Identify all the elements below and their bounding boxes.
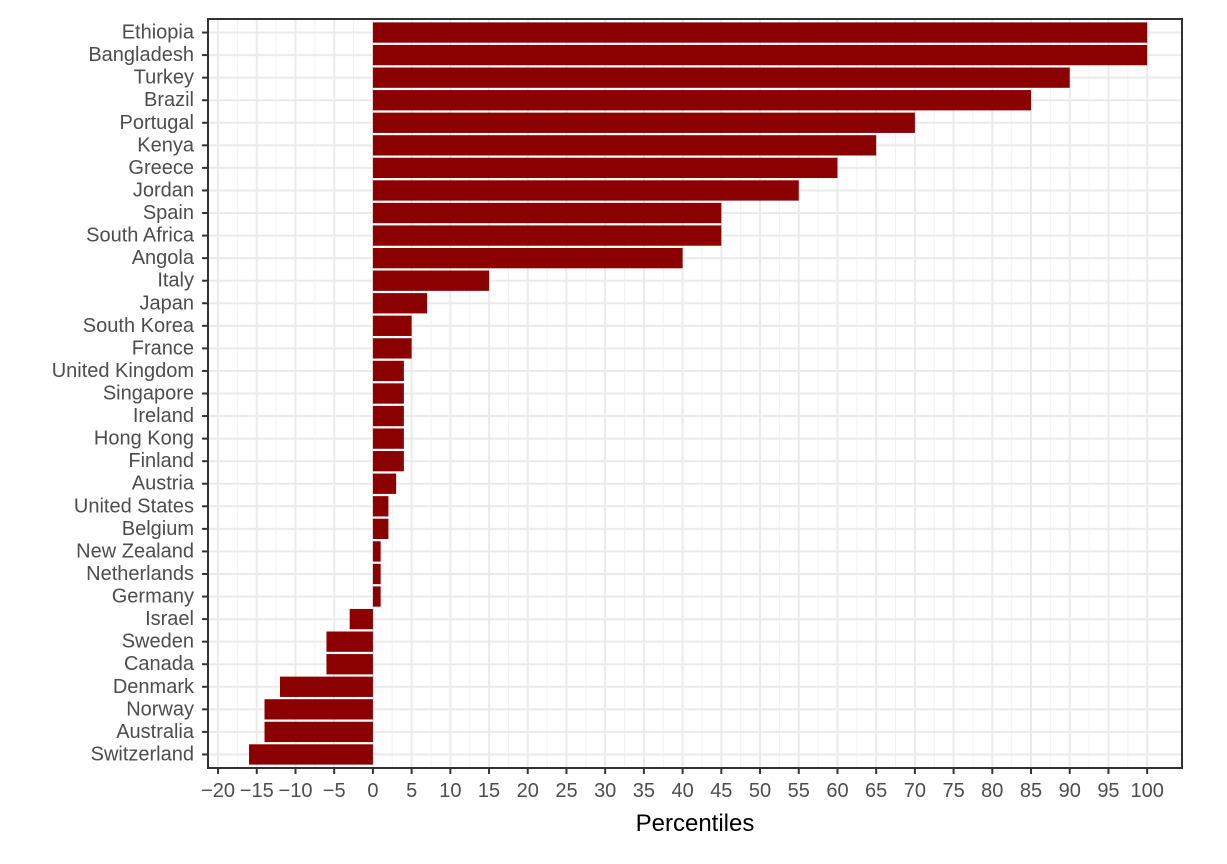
y-tick-label: Hong Kong: [94, 428, 194, 450]
y-tick-label: Brazil: [144, 89, 194, 111]
y-tick-label: New Zealand: [76, 540, 194, 562]
y-axis: EthiopiaBangladeshTurkeyBrazilPortugalKe…: [52, 22, 208, 765]
x-tick-label: −5: [323, 780, 346, 802]
bar-new-zealand: [372, 541, 381, 562]
bar-ireland: [372, 405, 404, 427]
bar-japan: [372, 293, 428, 314]
bar-greece: [372, 157, 838, 179]
x-tick-label: 15: [478, 780, 500, 802]
y-tick-label: Finland: [128, 450, 194, 472]
x-tick-label: 35: [633, 780, 655, 802]
x-axis: −20 −15 −10 −5 0 5 10 15 20 25 30 35 40 45 50 55 60 65 70 7…: [201, 768, 1164, 802]
y-tick-label: Germany: [112, 586, 194, 608]
bar-united-states: [372, 496, 389, 517]
y-tick-label: Denmark: [113, 676, 195, 698]
y-tick-label: Switzerland: [91, 743, 194, 765]
y-tick-label: Turkey: [134, 67, 194, 89]
y-tick-label: Angola: [132, 247, 195, 269]
bar-austria: [372, 473, 397, 494]
bar-kenya: [372, 135, 877, 156]
y-tick-label: Ireland: [133, 405, 194, 427]
bar-brazil: [372, 90, 1032, 111]
x-tick-label: 50: [749, 780, 771, 802]
bar-united-kingdom: [372, 360, 404, 382]
y-tick-label: Italy: [157, 270, 194, 292]
y-tick-label: Belgium: [122, 518, 194, 540]
x-tick-label: 45: [710, 780, 732, 802]
x-tick-label: 20: [517, 780, 539, 802]
bar-hong-kong: [372, 428, 404, 449]
y-tick-label: South Africa: [86, 225, 195, 247]
y-tick-label: Japan: [140, 292, 195, 314]
x-tick-label: 10: [439, 780, 461, 802]
bar-australia: [264, 721, 373, 743]
bar-switzerland: [249, 744, 373, 765]
y-tick-label: Singapore: [103, 383, 194, 405]
x-tick-label: −20: [201, 780, 235, 802]
bar-france: [372, 338, 412, 359]
bar-turkey: [372, 67, 1070, 88]
bar-netherlands: [372, 563, 381, 585]
y-tick-label: Austria: [132, 473, 195, 495]
bar-south-korea: [372, 315, 412, 336]
bar-ethiopia: [372, 22, 1148, 43]
bar-sweden: [326, 631, 373, 652]
y-tick-label: Portugal: [120, 112, 195, 134]
bars: [249, 22, 1148, 765]
bar-belgium: [372, 518, 389, 540]
y-tick-label: Kenya: [137, 134, 195, 156]
y-tick-label: Sweden: [122, 631, 194, 653]
bar-spain: [372, 202, 722, 224]
y-tick-label: France: [132, 337, 194, 359]
y-tick-label: United Kingdom: [52, 360, 194, 382]
bar-israel: [349, 608, 373, 630]
y-tick-label: Jordan: [133, 179, 194, 201]
y-tick-label: South Korea: [83, 315, 195, 337]
bar-canada: [326, 654, 373, 675]
y-tick-label: United States: [74, 495, 194, 517]
x-tick-label: 65: [865, 780, 887, 802]
x-tick-label: 100: [1130, 780, 1163, 802]
y-tick-label: Ethiopia: [122, 22, 195, 44]
x-tick-label: 0: [367, 780, 378, 802]
bar-south-africa: [372, 225, 722, 246]
x-tick-label: 95: [1097, 780, 1119, 802]
x-axis-title: Percentiles: [636, 810, 755, 837]
x-tick-label: 5: [406, 780, 417, 802]
bar-italy: [372, 270, 490, 291]
y-tick-label: Bangladesh: [88, 44, 194, 66]
x-tick-label: 70: [904, 780, 926, 802]
y-tick-label: Australia: [116, 721, 195, 743]
x-tick-label: −10: [279, 780, 313, 802]
bar-jordan: [372, 180, 799, 201]
bar-angola: [372, 247, 683, 269]
bar-denmark: [280, 676, 373, 697]
x-tick-label: −15: [240, 780, 274, 802]
x-tick-label: 80: [981, 780, 1003, 802]
bar-norway: [264, 699, 373, 720]
x-tick-label: 25: [555, 780, 577, 802]
x-tick-label: 30: [594, 780, 616, 802]
y-tick-label: Spain: [143, 202, 194, 224]
bar-germany: [372, 586, 381, 607]
bar-portugal: [372, 112, 915, 133]
x-tick-label: 40: [671, 780, 693, 802]
y-tick-label: Canada: [124, 653, 195, 675]
y-tick-label: Israel: [145, 608, 194, 630]
y-tick-label: Greece: [128, 157, 194, 179]
x-tick-label: 60: [826, 780, 848, 802]
bar-finland: [372, 451, 404, 472]
bar-singapore: [372, 383, 404, 404]
y-tick-label: Netherlands: [86, 563, 194, 585]
bar-bangladesh: [372, 44, 1148, 66]
x-tick-label: 75: [942, 780, 964, 802]
x-tick-label: 90: [1059, 780, 1081, 802]
x-tick-label: 85: [1020, 780, 1042, 802]
x-tick-label: 55: [788, 780, 810, 802]
y-tick-label: Norway: [126, 698, 194, 720]
